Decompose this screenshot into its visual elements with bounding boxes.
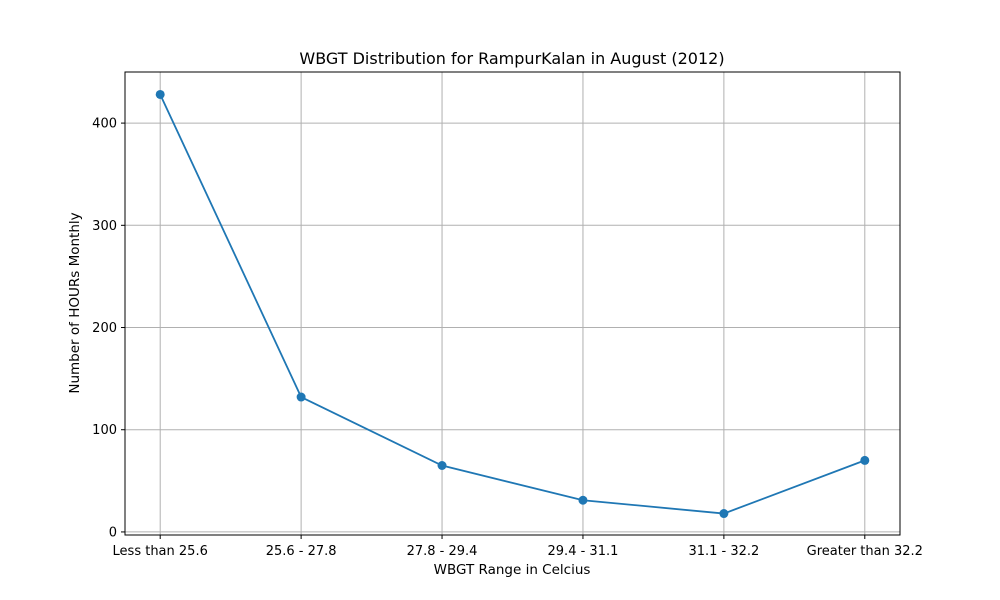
series-layer — [155, 89, 870, 519]
data-point — [719, 509, 729, 519]
y-tick-label: 400 — [92, 117, 117, 132]
x-tick-label: Greater than 32.2 — [807, 544, 923, 559]
y-tick-label: 300 — [92, 219, 117, 234]
y-tick-label: 200 — [92, 321, 117, 336]
x-tick-label: 25.6 - 27.8 — [266, 544, 337, 559]
data-point — [437, 460, 447, 470]
series-line — [159, 94, 866, 515]
y-tick-label: 0 — [109, 525, 117, 540]
x-axis-label: WBGT Range in Celcius — [434, 562, 591, 578]
x-tick-label: Less than 25.6 — [113, 544, 208, 559]
grid-layer — [125, 72, 900, 535]
ticks-layer: Less than 25.6 25.6 - 27.8 27.8 - 29.4 29.4… — [92, 117, 923, 559]
data-point — [860, 455, 870, 465]
x-tick-label: 27.8 - 29.4 — [407, 544, 478, 559]
data-point — [296, 392, 306, 402]
x-tick-label: 31.1 - 32.2 — [688, 544, 759, 559]
y-tick-label: 100 — [92, 423, 117, 438]
y-axis-label: Number of HOURs Monthly — [67, 212, 83, 393]
data-point — [578, 495, 588, 505]
x-tick-label: 29.4 - 31.1 — [548, 544, 619, 559]
plot-frame — [124, 71, 901, 536]
chart-title: WBGT Distribution for RampurKalan in Aug… — [299, 49, 724, 68]
data-point — [155, 89, 165, 99]
